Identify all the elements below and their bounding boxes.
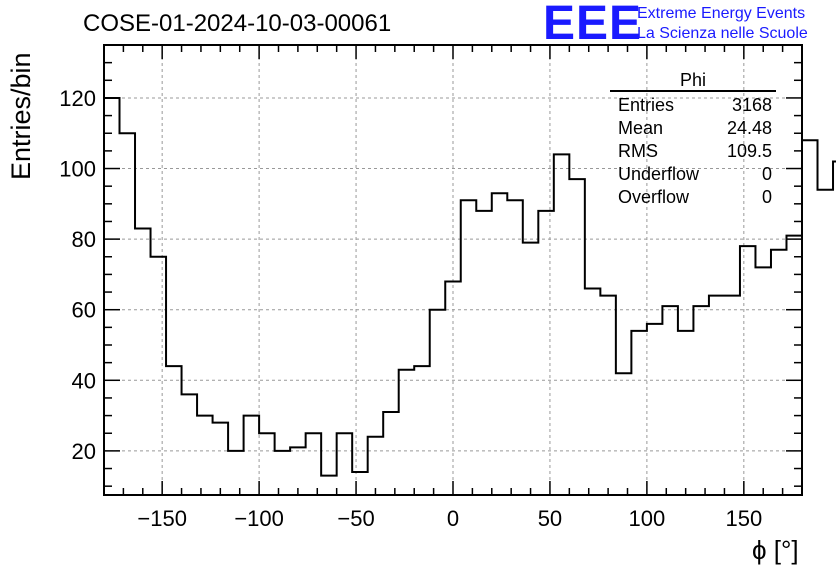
chart-title: COSE-01-2024-10-03-00061 (83, 10, 392, 37)
tick-labels: −150 −100 −50 0 50 100 150 20 40 60 80 100 120 (59, 86, 762, 531)
x-tick-label: 50 (538, 506, 562, 531)
logo-caption-line2: La Scienza nelle Scuole (637, 25, 808, 42)
logo-caption-line1: Extreme Energy Events (637, 5, 806, 22)
grid-lines (104, 45, 802, 495)
axis-ticks (103, 45, 803, 495)
x-axis-label: ϕ [°] (752, 535, 799, 565)
stats-row: RMS 109.5 (610, 140, 776, 163)
y-tick-label: 60 (72, 298, 96, 323)
eee-logo: EEE (543, 0, 643, 50)
x-tick-label: 0 (447, 506, 459, 531)
stats-divider (610, 90, 776, 92)
stats-box: Phi Entries 3168 Mean 24.48 RMS 109.5 Under… (610, 70, 776, 209)
x-tick-label: 150 (725, 506, 762, 531)
stats-label: Underflow (618, 164, 700, 184)
y-tick-label: 20 (72, 439, 96, 464)
stats-label: RMS (618, 141, 658, 161)
x-tick-label: 100 (629, 506, 666, 531)
stats-row: Underflow 0 (610, 163, 776, 186)
stats-label: Entries (618, 95, 675, 115)
stats-label: Mean (618, 118, 664, 138)
x-tick-label: −150 (137, 506, 187, 531)
stats-row: Entries 3168 (610, 94, 776, 117)
plot-frame (103, 44, 803, 496)
stats-name: Phi (679, 70, 706, 90)
logo-caption: Extreme Energy Events La Scienza nelle S… (637, 4, 808, 44)
y-tick-label: 80 (72, 227, 96, 252)
x-tick-label: −50 (337, 506, 374, 531)
stats-label: Overflow (618, 187, 690, 207)
y-tick-label: 40 (72, 368, 96, 393)
stats-row: Mean 24.48 (610, 117, 776, 140)
histogram-step-line (104, 96, 836, 477)
y-axis-label: Entries/bin (6, 52, 36, 180)
stats-value: 24.48 (726, 118, 772, 138)
y-tick-label: 120 (59, 86, 96, 111)
stats-row: Overflow 0 (610, 186, 776, 209)
stats-value: 0 (761, 187, 772, 207)
y-tick-label: 100 (59, 157, 96, 182)
stats-value: 0 (761, 164, 772, 184)
x-tick-label: −100 (234, 506, 284, 531)
stats-value: 3168 (731, 95, 772, 115)
stats-value: 109.5 (726, 141, 772, 161)
